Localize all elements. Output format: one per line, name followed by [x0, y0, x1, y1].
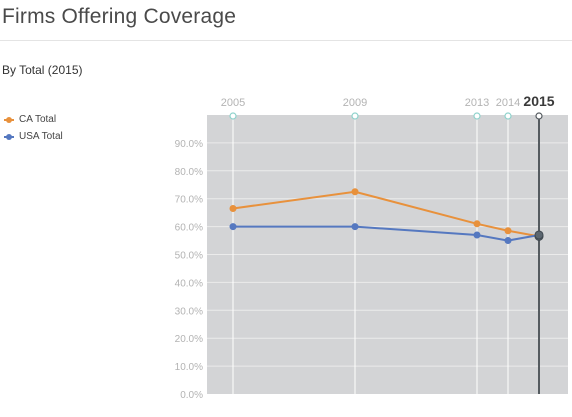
data-point-usa[interactable]	[351, 223, 359, 231]
y-tick-label: 50.0%	[175, 251, 203, 262]
data-point-usa[interactable]	[473, 231, 481, 239]
legend-marker-usa	[4, 133, 14, 140]
year-marker[interactable]	[229, 112, 237, 120]
legend-item-usa[interactable]: USA Total	[4, 128, 63, 145]
y-tick-label: 40.0%	[175, 278, 203, 289]
x-tick-label[interactable]: 2014	[496, 97, 520, 109]
x-tick-label[interactable]: 2005	[221, 97, 245, 109]
year-marker[interactable]	[473, 112, 481, 120]
selected-year-label[interactable]: 2015	[523, 93, 554, 109]
data-point-ca[interactable]	[351, 188, 359, 196]
y-tick-label: 80.0%	[175, 167, 203, 178]
x-tick-label[interactable]: 2009	[343, 97, 367, 109]
y-tick-label: 20.0%	[175, 334, 203, 345]
title-divider	[0, 40, 572, 41]
y-tick-label: 30.0%	[175, 306, 203, 317]
legend-label-ca: CA Total	[19, 114, 57, 125]
page-title: Firms Offering Coverage	[2, 5, 237, 28]
data-point-usa[interactable]	[534, 230, 544, 240]
year-marker[interactable]	[504, 112, 512, 120]
y-tick-label: 70.0%	[175, 195, 203, 206]
data-point-ca[interactable]	[229, 204, 237, 212]
y-tick-label: 10.0%	[175, 362, 203, 373]
x-tick-label[interactable]: 2013	[465, 97, 489, 109]
selected-year-handle[interactable]	[535, 112, 543, 120]
y-tick-label: 0.0%	[180, 390, 203, 401]
year-marker[interactable]	[351, 112, 359, 120]
chart-subtitle: By Total (2015)	[2, 63, 83, 77]
data-point-ca[interactable]	[473, 220, 481, 228]
legend-item-ca[interactable]: CA Total	[4, 111, 63, 128]
chart-legend: CA Total USA Total	[4, 111, 63, 145]
data-point-ca[interactable]	[504, 227, 512, 235]
y-tick-label: 60.0%	[175, 223, 203, 234]
data-point-usa[interactable]	[504, 237, 512, 245]
legend-marker-ca	[4, 116, 14, 123]
y-tick-label: 90.0%	[175, 139, 203, 150]
legend-label-usa: USA Total	[19, 131, 63, 142]
data-point-usa[interactable]	[229, 223, 237, 231]
